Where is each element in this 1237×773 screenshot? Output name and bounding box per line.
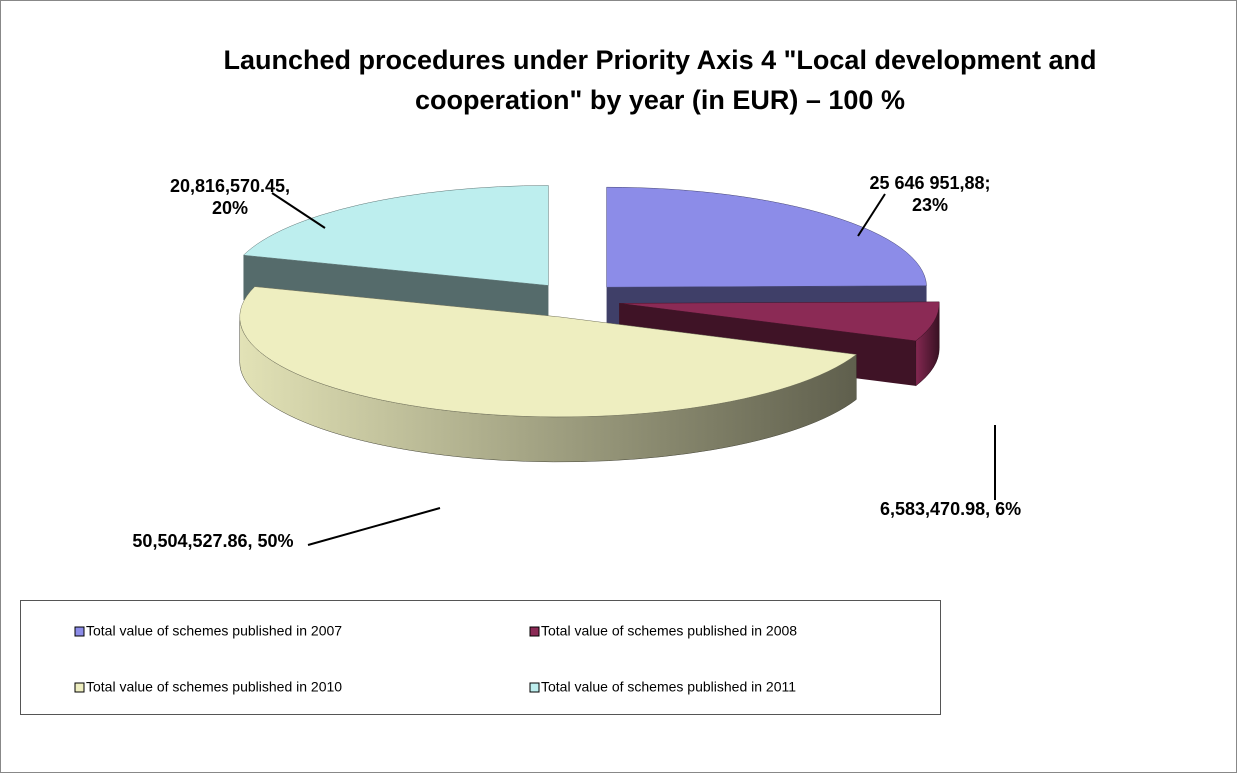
legend-label: Total value of schemes published in 2008 (541, 623, 797, 639)
data-label: 50,504,527.86, 50% (132, 531, 294, 551)
legend-swatch (74, 626, 85, 637)
legend-label: Total value of schemes published in 2007 (86, 623, 342, 639)
leader-line (271, 192, 326, 229)
slice (239, 286, 857, 463)
leader-line (307, 507, 441, 546)
leader-line (857, 193, 886, 237)
legend-box (20, 600, 941, 715)
slice-top (242, 185, 549, 286)
chart-title: Launched procedures under Priority Axis … (223, 45, 1097, 115)
legend-swatch (529, 626, 540, 637)
legend-label: Total value of schemes published in 2011 (541, 679, 796, 695)
legend-swatch (74, 682, 85, 693)
legend-swatch (529, 682, 540, 693)
data-label: 20,816,570.45, 20% (169, 176, 291, 218)
data-label: 6,583,470.98, 6% (880, 499, 1022, 519)
slice-top (606, 186, 927, 288)
data-label: 25 646 951,88; 23% (869, 173, 991, 215)
slice-top (239, 286, 857, 418)
slice-top (619, 301, 940, 342)
legend-label: Total value of schemes published in 2010 (86, 679, 342, 695)
